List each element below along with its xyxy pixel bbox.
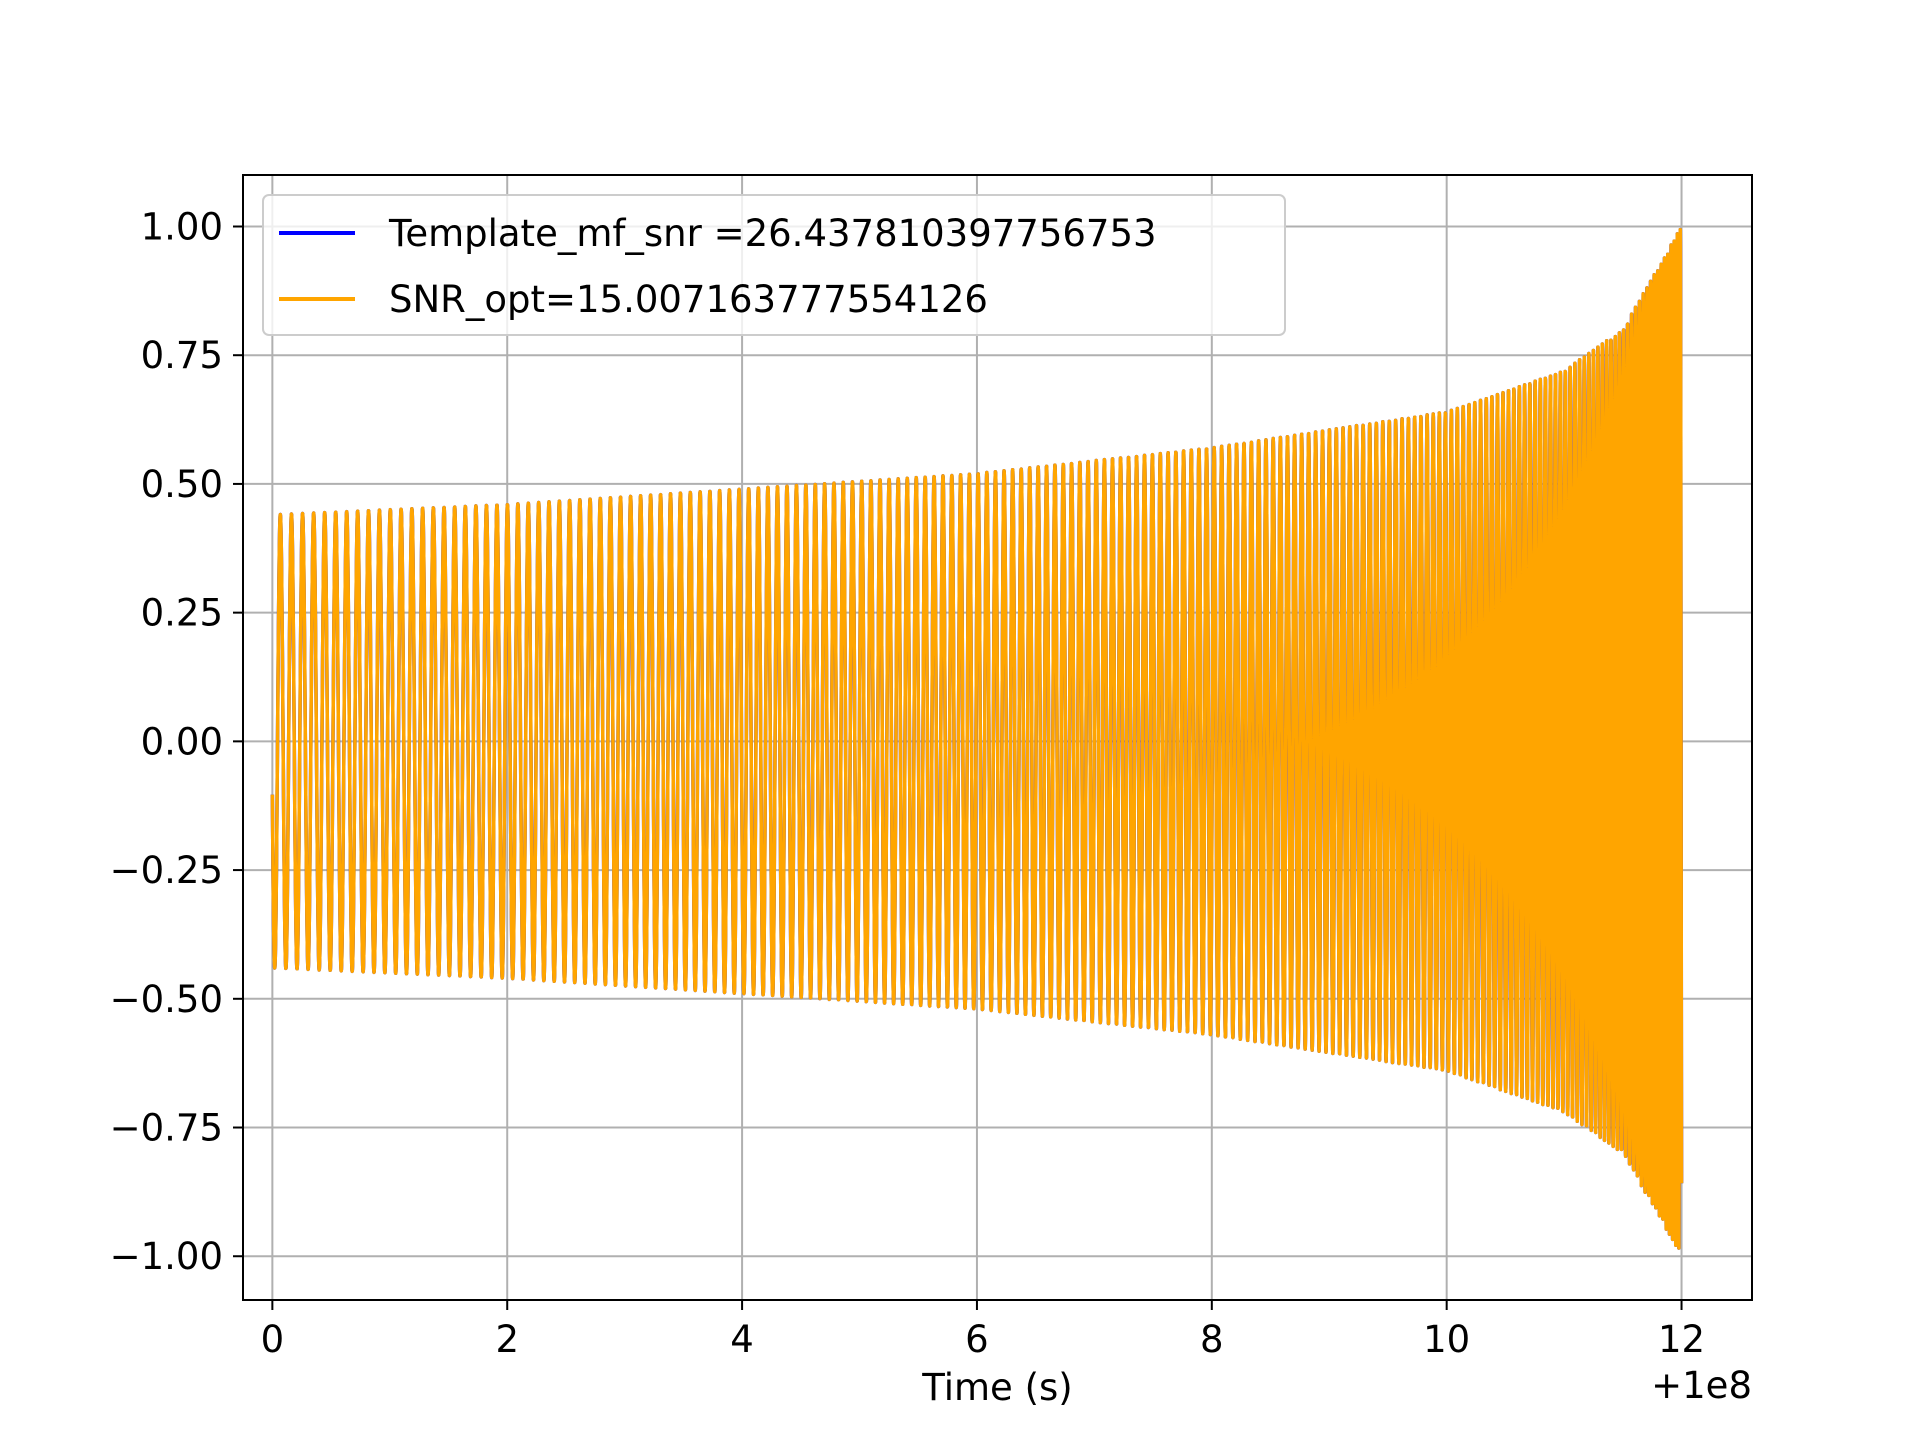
series-line-1 bbox=[270, 227, 1684, 1250]
y-tick-label: 0.75 bbox=[141, 334, 223, 377]
legend: Template_mf_snr =26.437810397756753 SNR_… bbox=[262, 194, 1286, 336]
x-tick-label: 0 bbox=[261, 1318, 285, 1361]
y-tick-label: −0.25 bbox=[110, 849, 223, 892]
x-axis-label: Time (s) bbox=[921, 1366, 1072, 1409]
plot-series bbox=[270, 227, 1684, 1250]
y-tick-label: −0.75 bbox=[110, 1107, 223, 1150]
legend-label-template-mf-snr: Template_mf_snr =26.437810397756753 bbox=[388, 212, 1157, 255]
y-axis-ticks: 1.00 0.75 0.50 0.25 0.00 −0.25 −0.50 −0.75 −1.00 bbox=[110, 205, 243, 1278]
legend-box bbox=[262, 194, 1286, 336]
y-tick-label: −1.00 bbox=[110, 1235, 223, 1278]
y-tick-label: 0.25 bbox=[141, 592, 223, 635]
y-tick-label: 0.50 bbox=[141, 463, 223, 506]
x-tick-label: 6 bbox=[965, 1318, 989, 1361]
x-tick-label: 4 bbox=[730, 1318, 754, 1361]
x-tick-label: 2 bbox=[495, 1318, 519, 1361]
legend-label-snr-opt: SNR_opt=15.007163777554126 bbox=[389, 278, 988, 321]
x-tick-label: 8 bbox=[1200, 1318, 1224, 1361]
y-tick-label: −0.50 bbox=[110, 978, 223, 1021]
x-tick-label: 12 bbox=[1658, 1318, 1705, 1361]
x-tick-label: 10 bbox=[1423, 1318, 1470, 1361]
y-tick-label: 0.00 bbox=[141, 720, 223, 763]
x-axis-ticks: 0 2 4 6 8 10 12 bbox=[261, 1300, 1705, 1361]
y-tick-label: 1.00 bbox=[141, 205, 223, 248]
plot-frame bbox=[242, 174, 1753, 1301]
x-axis-offset-label: +1e8 bbox=[1651, 1364, 1752, 1407]
